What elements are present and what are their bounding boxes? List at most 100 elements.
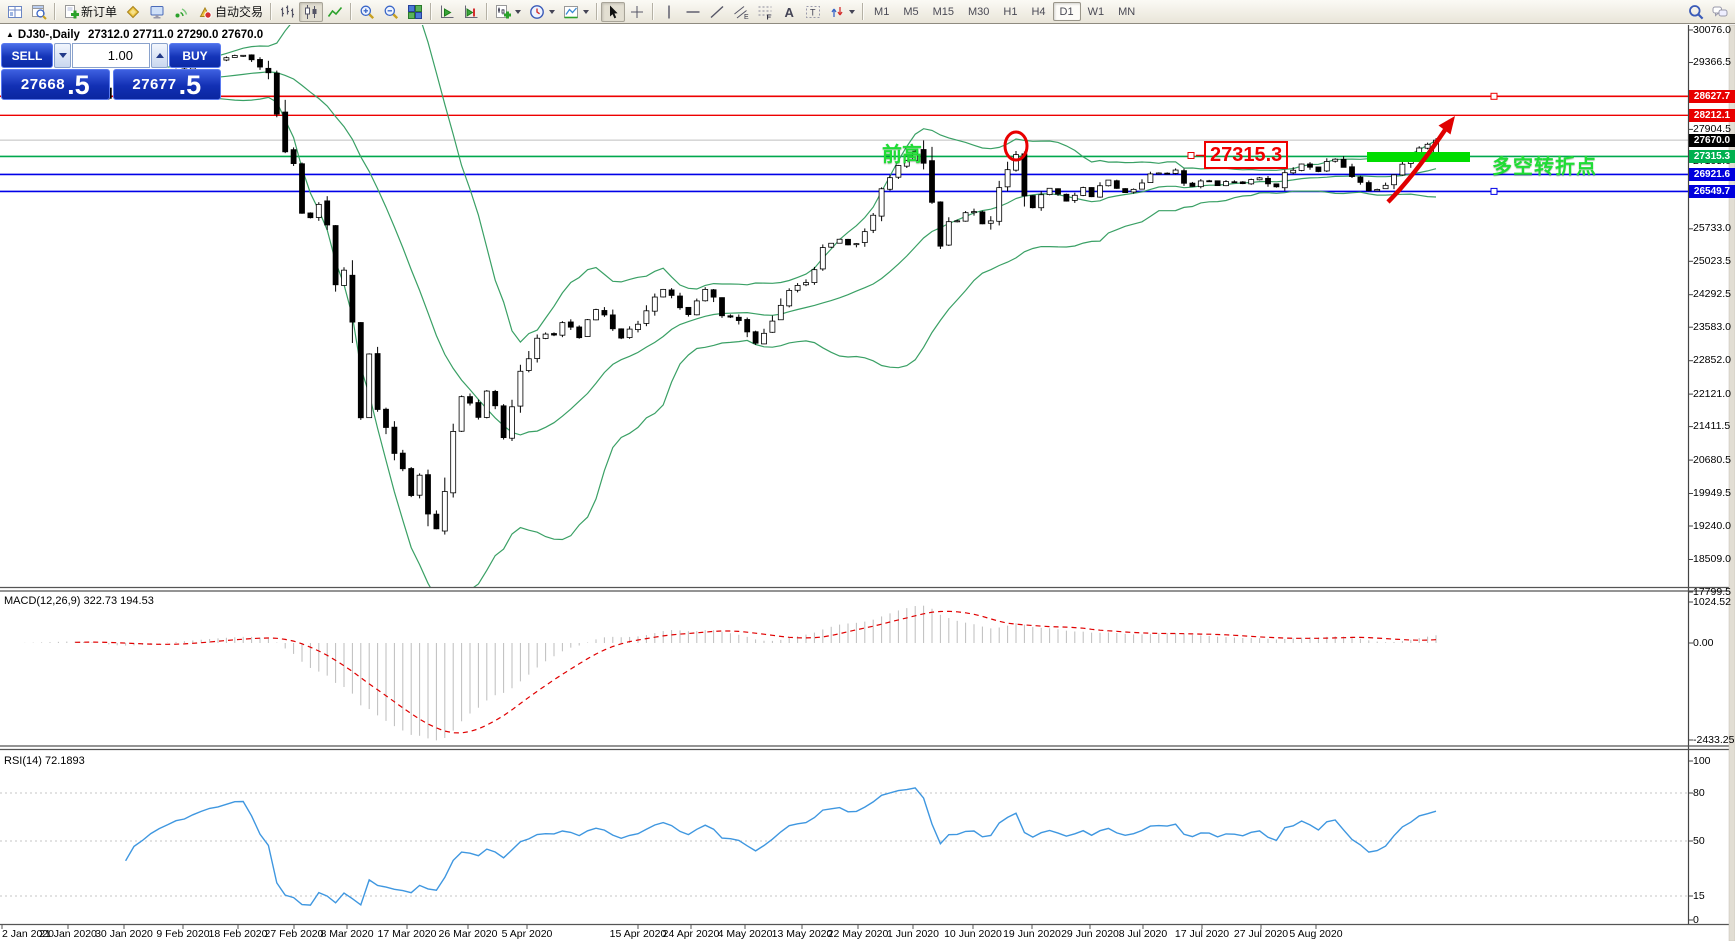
step-end-button[interactable] [459,2,483,22]
zoom-in-button[interactable] [355,2,379,22]
step-forward-button[interactable] [435,2,459,22]
bar-chart-button[interactable] [275,2,299,22]
candle-chart-button[interactable] [299,1,324,22]
shapes-button[interactable] [825,2,859,22]
line-handle[interactable] [1490,92,1498,100]
new-order-button[interactable]: 新订单 [59,2,121,22]
date-label: 13 May 2020 [771,928,833,940]
chart-title: ▲ DJ30-,Daily 27312.0 27711.0 27290.0 2767… [6,29,263,41]
timeframe-h1-button[interactable]: H1 [996,2,1024,21]
new-chart-button[interactable] [491,2,525,22]
macd-panel [15,605,1437,741]
chart-grid-button[interactable] [3,2,27,22]
trendline-button[interactable] [705,2,729,22]
dropdown-arrow-icon[interactable] [583,9,590,14]
vertical-scrollbar[interactable] [1728,24,1735,941]
buy-price[interactable]: 27677 .5 [112,69,221,100]
timeframe-mn-button[interactable]: MN [1111,2,1142,21]
price-axis-tick: 20680.5 [1693,453,1731,466]
signal-button[interactable] [169,2,193,22]
zoom-out-icon [383,4,399,20]
volume-decrease-button[interactable] [54,43,71,68]
channel-button[interactable]: E [729,2,753,22]
zoom-out-button[interactable] [379,2,403,22]
rsi-axis-tick: 50 [1693,834,1705,847]
sell-price[interactable]: 27668 .5 [1,69,110,100]
hline-button[interactable] [681,2,705,22]
buy-button[interactable]: BUY [169,43,221,68]
collapse-panel-icon[interactable]: ▲ [6,30,14,39]
price-axis-tick: 18509.0 [1693,553,1731,565]
timeframe-w1-button[interactable]: W1 [1081,2,1112,21]
date-label: 19 Jun 2020 [1003,928,1061,940]
rsi-label: RSI(14) 72.1893 [4,755,85,767]
timeframe-m1-button[interactable]: M1 [867,2,896,21]
cursor-icon [605,4,621,20]
turning-point-annotation[interactable]: 多空转折点 [1492,156,1597,178]
dropdown-arrow-icon[interactable] [849,9,856,14]
buy-price-pip: .5 [178,69,202,100]
search-button[interactable] [1684,2,1708,22]
price-axis-tick: 24292.5 [1693,288,1731,301]
fibonacci-button[interactable]: F [753,2,777,22]
macd-axis-tick: 0.00 [1693,636,1714,649]
gold-button[interactable] [121,2,145,22]
price-level-label: 26921.6 [1689,167,1735,181]
breakout-support-bar[interactable] [1367,152,1470,162]
timeframe-m5-button[interactable]: M5 [896,2,925,21]
prev-high-circle[interactable] [1003,130,1029,162]
text-icon: A [781,4,797,20]
date-label: 8 Jul 2020 [1118,928,1168,940]
symbol-period-label: DJ30-,Daily [17,29,80,41]
timeframe-m15-button[interactable]: M15 [926,2,961,21]
date-label: 24 Apr 2020 [662,928,720,940]
line-handle[interactable] [1490,187,1498,195]
prev-high-annotation[interactable]: 前高 [882,144,922,166]
templates-button[interactable] [559,2,593,22]
periods-button[interactable] [525,2,559,22]
templates-icon [563,4,579,20]
date-label: 17 Jul 2020 [1174,928,1230,940]
macd-label: MACD(12,26,9) 322.73 194.53 [4,595,154,607]
toolbar-separator [862,3,865,20]
dropdown-arrow-icon[interactable] [515,9,522,14]
dropdown-arrow-icon[interactable] [549,9,556,14]
cursor-button[interactable] [601,1,626,22]
volume-increase-button[interactable] [151,43,168,68]
zoom-in-icon [359,4,375,20]
volume-input[interactable] [72,43,150,68]
callout-anchor-handle[interactable] [1187,152,1195,159]
label-button[interactable]: T [801,2,825,22]
breakout-price-callout[interactable]: 27315.3 [1204,141,1289,169]
timeframe-m30-button[interactable]: M30 [961,2,996,21]
spin-down-icon [58,53,67,58]
new-order-icon [63,4,79,20]
step-forward-icon [439,4,455,20]
date-label: 21 Jan 2020 [39,928,97,940]
tile-windows-button[interactable] [403,2,427,22]
bar-chart-icon [279,4,295,20]
vline-button[interactable] [657,2,681,22]
line-chart-button[interactable] [323,2,347,22]
date-label: 22 May 2020 [827,928,889,940]
autotrade-button[interactable]: 自动交易 [193,2,267,22]
date-label: 2 Jan 2020 [2,928,54,940]
timeframe-d1-button[interactable]: D1 [1052,2,1081,21]
timeframe-h4-button[interactable]: H4 [1024,2,1052,21]
chat-button[interactable] [1708,2,1732,22]
crosshair-button[interactable] [625,2,649,22]
svg-text:T: T [810,7,816,17]
toolbar-separator [350,3,353,20]
date-label: 5 Apr 2020 [501,928,553,940]
trend-arrow[interactable] [1386,128,1447,204]
date-label: 4 May 2020 [717,928,773,940]
sell-button[interactable]: SELL [1,43,53,68]
date-label: 9 Feb 2020 [156,928,210,940]
terminal-button[interactable] [145,2,169,22]
trend-arrow-head [1438,116,1455,135]
price-level-label: 28212.1 [1689,108,1735,122]
text-button[interactable]: A [777,2,801,22]
price-axis-tick: 29366.5 [1693,56,1731,68]
data-window-button[interactable] [27,2,51,22]
